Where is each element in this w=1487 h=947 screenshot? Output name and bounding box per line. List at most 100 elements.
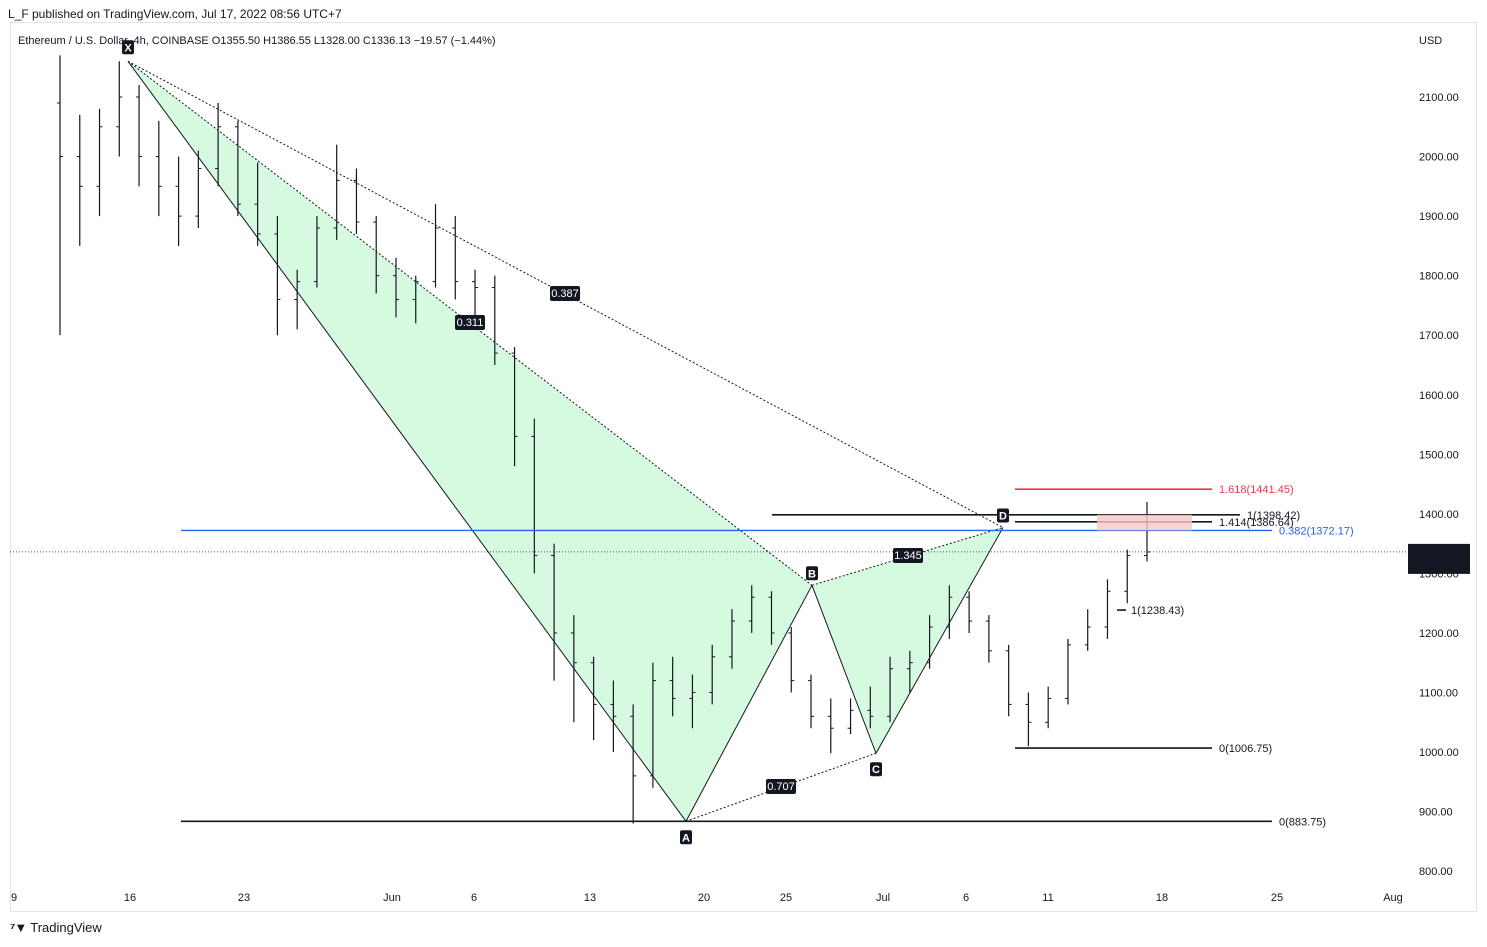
candle [867, 686, 874, 729]
currency-label: USD [1419, 35, 1442, 47]
leg-xa [127, 60, 687, 822]
candle [412, 275, 419, 324]
candle [254, 162, 261, 246]
candle [57, 55, 63, 336]
countdown: 02:03:17 [1419, 561, 1462, 573]
y-tick-label: 1000.00 [1419, 747, 1459, 759]
candle [649, 662, 656, 788]
ratio-line-xd [127, 60, 1004, 528]
publisher-line: L_F published on TradingView.com, Jul 17… [8, 7, 342, 21]
y-tick-label: 1400.00 [1419, 509, 1459, 521]
ratio-badge [455, 315, 485, 330]
point-badge [806, 566, 818, 581]
candle [1045, 686, 1052, 729]
candle [906, 650, 913, 693]
leg-bc [811, 585, 877, 754]
candle [709, 644, 716, 705]
level-label: 1(1398.42) [1247, 510, 1300, 522]
y-tick-label: 1800.00 [1419, 271, 1459, 283]
leg-ab [685, 585, 813, 822]
ratio-label: 0.707 [767, 781, 795, 793]
pattern-labels: X A B C D 0.311 0.387 0.707 1.345 [122, 40, 1009, 845]
ratio-badge [766, 779, 796, 794]
ratio-badge [550, 286, 580, 301]
ratio-badge [893, 548, 923, 563]
candlestick-series [57, 55, 1150, 824]
candle [570, 615, 577, 723]
level-label: 0.382(1372.17) [1279, 525, 1354, 537]
candle [768, 591, 775, 645]
x-tick-label: Jul [876, 892, 890, 904]
point-label: D [999, 511, 1007, 523]
y-tick-label: 1200.00 [1419, 628, 1459, 640]
x-tick-label: 20 [698, 892, 710, 904]
candle [392, 257, 399, 318]
footer-branding[interactable]: ⁷▼ TradingView [10, 920, 102, 935]
point-label: C [872, 764, 880, 776]
price-axis[interactable]: USD 2100.00 2000.00 1900.00 1800.00 1700.00 16… [1408, 35, 1470, 878]
x-tick-label: 13 [584, 892, 596, 904]
point-badge [870, 762, 882, 777]
chart-frame [10, 22, 1477, 912]
point-badge [680, 830, 692, 845]
candle [788, 626, 795, 693]
candle [96, 108, 103, 217]
candle [1104, 579, 1111, 639]
candle [610, 680, 617, 753]
brand-name: TradingView [30, 920, 102, 935]
candle [116, 61, 123, 157]
candle [195, 150, 202, 229]
point-badge [997, 508, 1009, 523]
x-tick-label: 23 [238, 892, 250, 904]
candle [590, 656, 597, 741]
x-tick-label: 25 [780, 892, 792, 904]
candle [630, 704, 637, 824]
candle [531, 418, 538, 574]
candle [1064, 638, 1071, 705]
y-tick-label: 1600.00 [1419, 390, 1459, 402]
tradingview-logo-icon: ⁷▼ [10, 920, 27, 935]
candle [728, 609, 735, 669]
x-tick-label: 11 [1042, 892, 1053, 904]
x-tick-label: 25 [1271, 892, 1283, 904]
candle [333, 144, 340, 240]
y-tick-label: 1900.00 [1419, 211, 1459, 223]
level-label: 1.414(1386.64) [1219, 517, 1294, 529]
y-tick-label: 2000.00 [1419, 152, 1459, 164]
point-label: A [682, 832, 690, 844]
y-tick-label: 1500.00 [1419, 449, 1459, 461]
candle [985, 615, 992, 663]
last-price-value: 1336.13 [1419, 548, 1459, 560]
point-label: B [808, 568, 816, 580]
candle [827, 698, 834, 754]
level-label: 0(883.75) [1279, 816, 1326, 828]
candle [234, 120, 241, 217]
x-tick-label: Aug [1383, 892, 1403, 904]
candle [76, 114, 83, 246]
fibonacci-levels: 1.618(1441.45)1(1398.42)1.414(1386.64)0.… [10, 484, 1408, 828]
level-label: 1.618(1441.45) [1219, 484, 1294, 496]
candle [491, 275, 498, 365]
candle [1005, 644, 1012, 717]
candle [847, 698, 854, 735]
candle [1124, 549, 1131, 604]
candle [452, 216, 459, 300]
y-tick-label: 1700.00 [1419, 330, 1459, 342]
candle [472, 269, 479, 324]
ratio-line-bd [811, 527, 1004, 586]
candle [373, 216, 380, 294]
last-price-badge [1408, 543, 1470, 574]
harmonic-pattern [127, 60, 1004, 822]
candle [1025, 692, 1032, 747]
y-tick-label: 2100.00 [1419, 92, 1459, 104]
ratio-label: 0.311 [457, 317, 484, 329]
candle [274, 216, 281, 336]
symbol-ohlc-line: Ethereum / U.S. Dollar, 4h, COINBASE O13… [18, 35, 496, 47]
ratio-label: 0.387 [551, 288, 579, 300]
candle [1144, 501, 1150, 562]
y-tick-label: 900.00 [1419, 807, 1453, 819]
time-axis[interactable]: 9 16 23 Jun 6 13 20 25 Jul 6 11 18 25 Aug [11, 892, 1403, 904]
point-badge [122, 40, 134, 55]
point-label: X [124, 42, 132, 54]
